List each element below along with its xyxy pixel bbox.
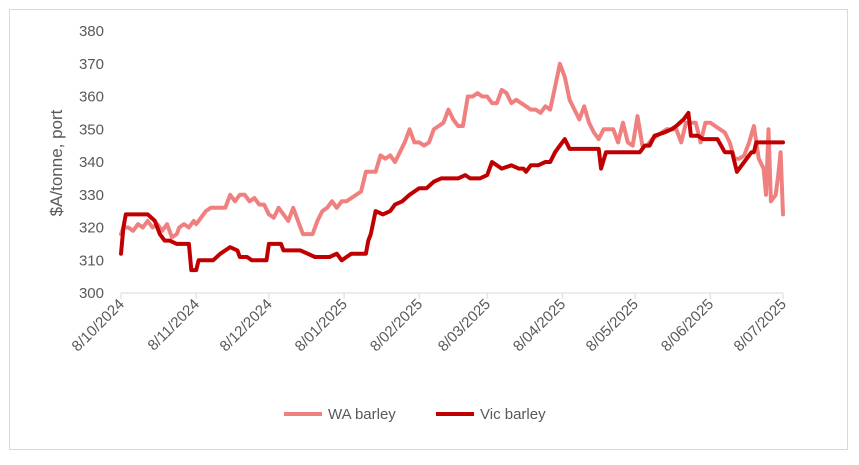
y-tick-label: 350 <box>79 121 104 138</box>
x-axis: 8/10/2024 8/11/2024 8/12/2024 8/01/2025 8/02… <box>69 292 790 355</box>
y-axis-label: $A/tonne, port <box>47 109 66 216</box>
x-tick-label: 8/03/2025 <box>435 296 494 355</box>
legend-label: Vic barley <box>480 406 546 423</box>
x-tick-label: 8/10/2024 <box>69 296 128 355</box>
x-tick-label: 8/02/2025 <box>367 296 426 355</box>
legend-label: WA barley <box>328 406 396 423</box>
y-tick-label: 360 <box>79 89 104 106</box>
y-tick-label: 370 <box>79 56 104 73</box>
x-tick-label: 8/07/2025 <box>731 296 790 355</box>
y-tick-label: 320 <box>79 220 104 237</box>
legend: WA barley Vic barley <box>284 406 546 423</box>
y-tick-label: 310 <box>79 252 104 269</box>
y-tick-label: 300 <box>79 285 104 302</box>
x-tick-label: 8/04/2025 <box>510 296 569 355</box>
x-tick-label: 8/06/2025 <box>658 296 717 355</box>
y-tick-label: 330 <box>79 187 104 204</box>
series-line-wa-barley <box>119 61 785 240</box>
x-tick-label: 8/12/2024 <box>217 296 276 355</box>
x-tick-label: 8/11/2024 <box>145 296 203 354</box>
series-line-vic-barley <box>119 110 785 273</box>
x-tick-label: 8/05/2025 <box>583 296 642 355</box>
y-tick-label: 340 <box>79 154 104 171</box>
chart-frame <box>9 9 848 450</box>
y-axis: 300 310 320 330 340 350 360 370 380 <box>79 23 104 302</box>
y-tick-label: 380 <box>79 23 104 40</box>
series-lines <box>119 61 785 273</box>
x-tick-label: 8/01/2025 <box>292 296 351 355</box>
